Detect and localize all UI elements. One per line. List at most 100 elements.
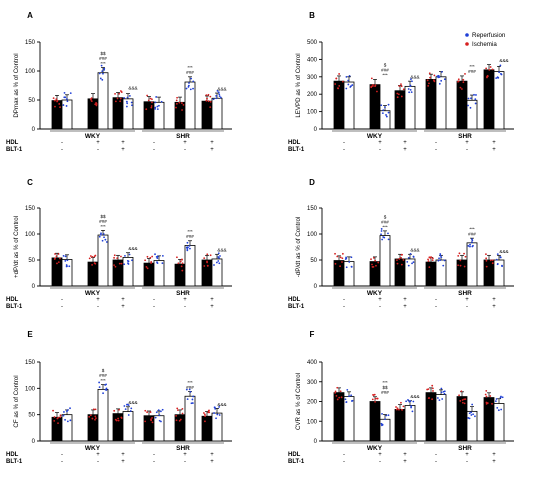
data-point	[381, 423, 384, 426]
y-tick-label: 50	[28, 413, 35, 419]
treatment-sign: +	[121, 459, 125, 465]
data-point	[176, 256, 178, 259]
reperfusion-bar	[153, 415, 165, 442]
data-point	[192, 80, 195, 83]
treatment-sign: +	[183, 140, 187, 146]
data-point	[370, 85, 373, 88]
data-point	[161, 262, 164, 265]
data-point	[381, 238, 384, 241]
data-point	[57, 253, 60, 255]
data-point	[113, 264, 116, 267]
data-point	[156, 262, 159, 265]
data-point	[339, 390, 342, 393]
data-point	[146, 267, 149, 270]
data-point	[471, 245, 474, 248]
significance-marker: ###	[468, 69, 476, 74]
data-point	[64, 418, 66, 421]
data-point	[212, 98, 215, 101]
treatment-sign: +	[403, 140, 407, 146]
data-point	[189, 390, 192, 393]
data-point	[470, 411, 473, 414]
treatment-sign: +	[121, 452, 125, 458]
data-point	[348, 395, 351, 398]
data-point	[66, 100, 69, 103]
data-point	[411, 262, 413, 265]
data-point	[427, 260, 430, 263]
data-point	[215, 261, 218, 264]
reperfusion-bar	[435, 76, 447, 130]
panel-letter: D	[309, 178, 315, 187]
data-point	[175, 99, 178, 102]
data-point	[472, 413, 475, 416]
data-point	[338, 396, 341, 399]
data-point	[156, 105, 159, 108]
data-point	[501, 264, 503, 267]
data-point	[217, 260, 220, 262]
data-point	[467, 97, 470, 100]
data-point	[179, 418, 182, 421]
data-point	[474, 98, 477, 101]
treatment-sign: +	[96, 297, 100, 303]
data-point	[375, 264, 377, 267]
treatment-sign: -	[97, 459, 99, 465]
data-point	[93, 255, 96, 258]
data-point	[63, 91, 66, 94]
treatment-sign: +	[465, 452, 469, 458]
treatment-sign: +	[210, 452, 214, 458]
panel-letter: B	[309, 11, 315, 20]
data-point	[217, 91, 220, 94]
data-point	[405, 400, 408, 403]
data-point	[491, 68, 494, 71]
significance-marker: $	[102, 368, 105, 373]
data-point	[409, 78, 412, 81]
data-point	[338, 73, 341, 75]
significance-marker: ###	[381, 68, 389, 73]
data-point	[396, 262, 399, 265]
data-point	[151, 255, 154, 258]
data-point	[411, 410, 414, 413]
treatment-sign: -	[435, 459, 437, 465]
data-point	[130, 101, 133, 104]
data-point	[91, 417, 94, 420]
data-point	[371, 266, 374, 268]
data-point	[59, 106, 61, 109]
reperfusion-bar	[343, 396, 355, 442]
treatment-sign: +	[210, 459, 214, 465]
data-point	[154, 253, 156, 256]
legend-marker	[465, 33, 469, 37]
data-point	[216, 89, 219, 92]
data-point	[372, 394, 375, 397]
data-point	[495, 398, 498, 400]
data-point	[387, 238, 390, 241]
data-point	[457, 264, 460, 267]
ischemia-bar	[333, 392, 345, 442]
data-point	[410, 406, 412, 409]
data-point	[345, 257, 348, 260]
data-point	[89, 255, 92, 257]
y-tick-label: 0	[32, 284, 36, 290]
significance-marker: &&&	[128, 246, 137, 251]
data-point	[99, 77, 102, 80]
significance-marker: $	[384, 63, 387, 68]
data-point	[101, 70, 104, 73]
data-point	[161, 408, 164, 411]
data-point	[427, 258, 429, 261]
data-point	[485, 395, 488, 398]
data-point	[377, 261, 380, 264]
data-point	[469, 245, 471, 248]
data-point	[471, 239, 474, 242]
y-tick-label: 400	[307, 360, 318, 366]
data-point	[100, 233, 102, 236]
significance-marker: ***	[100, 224, 106, 229]
data-point	[181, 262, 184, 265]
y-axis-title: CF as % of Control	[13, 375, 20, 427]
data-point	[461, 401, 464, 404]
data-point	[428, 397, 431, 399]
data-point	[371, 263, 373, 266]
significance-marker: $	[384, 214, 387, 219]
significance-marker: ***	[100, 61, 106, 66]
data-point	[384, 106, 386, 108]
data-point	[345, 87, 348, 90]
y-axis-title: CVR as % of Control	[295, 373, 302, 430]
